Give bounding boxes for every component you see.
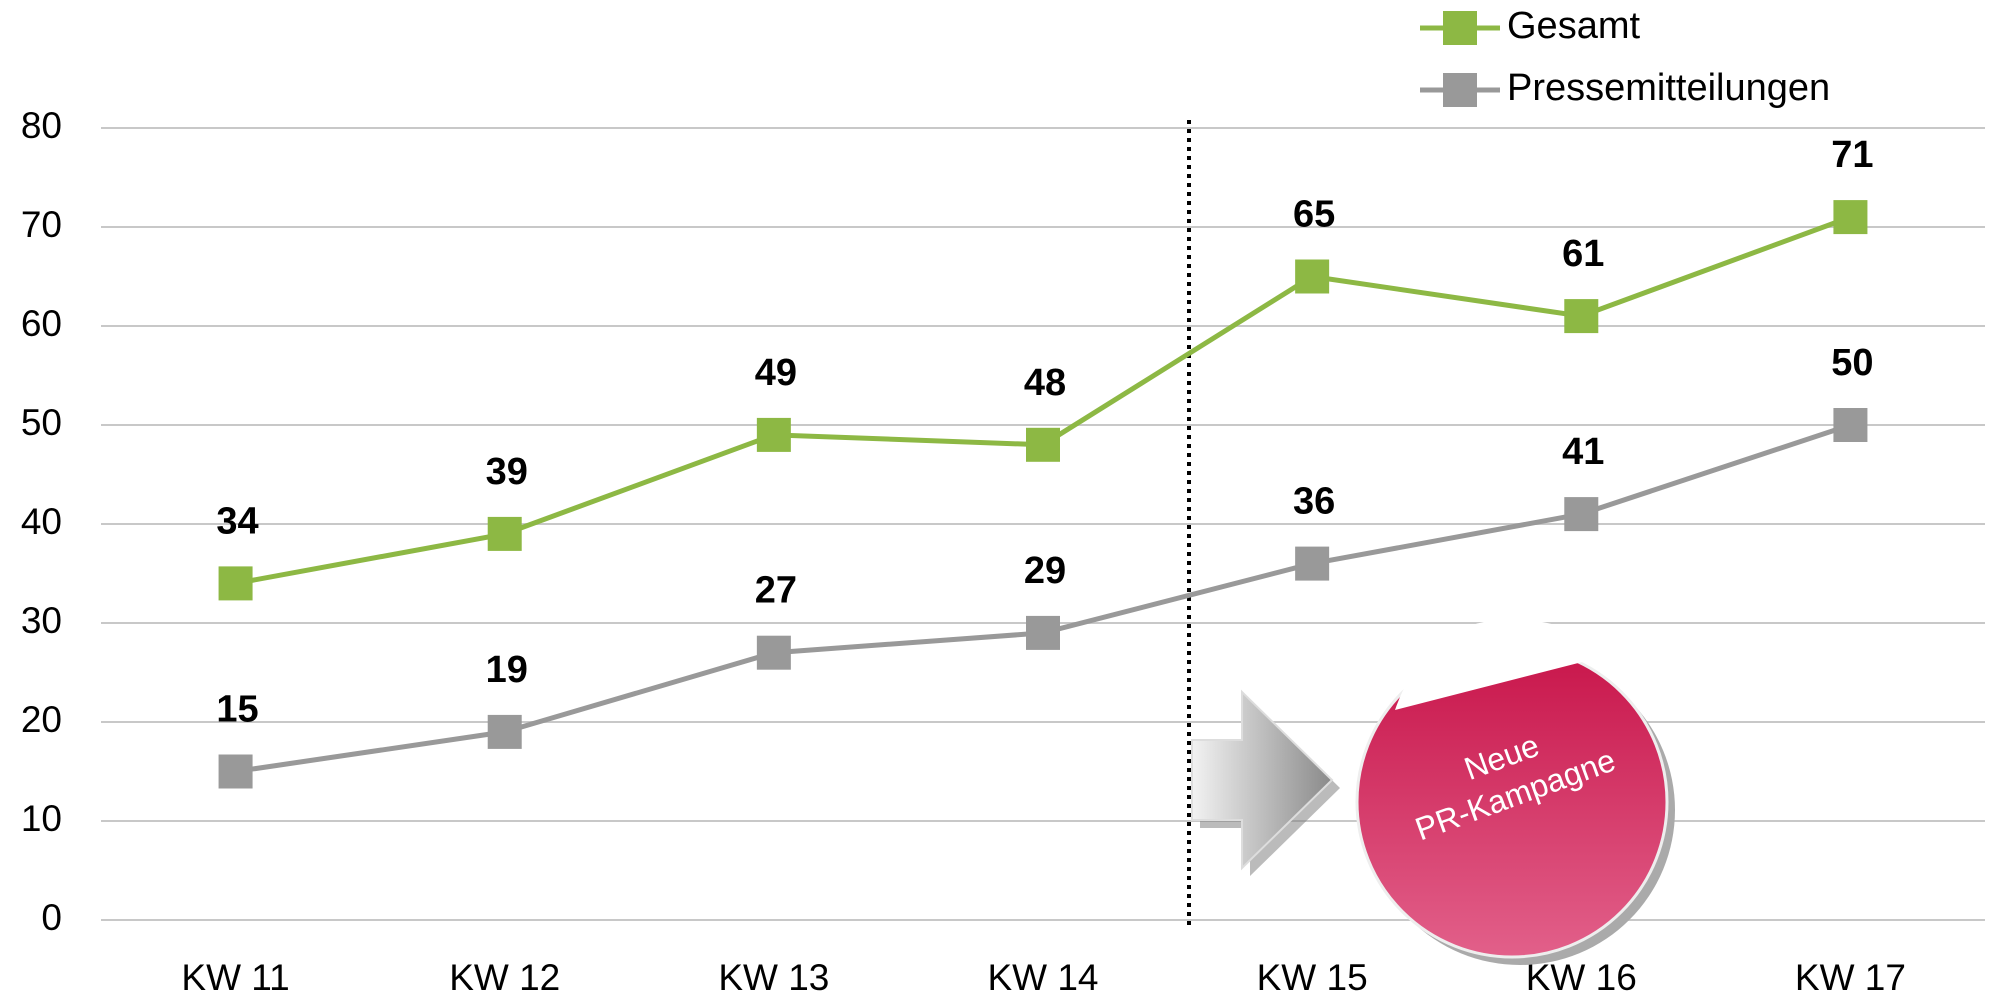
value-label: 48 bbox=[1024, 362, 1066, 404]
marker bbox=[1295, 547, 1329, 581]
marker bbox=[1833, 200, 1867, 234]
y-tick-label: 70 bbox=[21, 204, 62, 245]
value-label: 61 bbox=[1562, 233, 1604, 275]
value-label: 29 bbox=[1024, 550, 1066, 592]
value-label: 50 bbox=[1831, 342, 1873, 384]
value-label: 36 bbox=[1293, 481, 1335, 523]
marker bbox=[488, 517, 522, 551]
x-tick-label: KW 12 bbox=[449, 957, 560, 998]
marker bbox=[1833, 408, 1867, 442]
value-label: 34 bbox=[216, 500, 258, 542]
y-tick-label: 30 bbox=[21, 600, 62, 641]
legend-label: Gesamt bbox=[1507, 5, 1640, 47]
value-label: 15 bbox=[216, 689, 258, 731]
chart: 0 10 20 30 40 50 60 70 80 KW 11 KW 12 KW 13 KW 14 KW … bbox=[0, 0, 1989, 1001]
value-label: 39 bbox=[486, 451, 528, 493]
y-tick-label: 50 bbox=[21, 402, 62, 443]
value-label: 41 bbox=[1562, 431, 1604, 473]
value-label: 65 bbox=[1293, 194, 1335, 236]
marker bbox=[757, 418, 791, 452]
x-tick-label: KW 15 bbox=[1257, 957, 1368, 998]
y-tick-label: 40 bbox=[21, 501, 62, 542]
x-tick-label: KW 17 bbox=[1795, 957, 1906, 998]
marker bbox=[219, 755, 253, 789]
value-label: 19 bbox=[486, 649, 528, 691]
legend-marker bbox=[1443, 73, 1477, 107]
marker bbox=[1564, 497, 1598, 531]
marker bbox=[1564, 299, 1598, 333]
legend-marker bbox=[1443, 11, 1477, 45]
x-tick-label: KW 14 bbox=[987, 957, 1098, 998]
marker bbox=[1295, 260, 1329, 294]
value-label: 71 bbox=[1831, 134, 1873, 176]
value-label: 49 bbox=[755, 352, 797, 394]
series-layer: 34 39 49 48 65 61 71 Gesamt 15 19 27 29 36 41 50 Presse… bbox=[216, 5, 1873, 788]
annotation: Neue PR-Kampagne bbox=[1192, 619, 1675, 965]
y-tick-label: 80 bbox=[21, 105, 62, 146]
marker bbox=[488, 715, 522, 749]
x-tick-label: KW 13 bbox=[718, 957, 829, 998]
y-tick-label: 10 bbox=[21, 798, 62, 839]
y-tick-label: 20 bbox=[21, 699, 62, 740]
value-label: 27 bbox=[755, 570, 797, 612]
x-tick-label: KW 11 bbox=[181, 957, 289, 998]
marker bbox=[1026, 428, 1060, 462]
marker bbox=[219, 566, 253, 600]
marker bbox=[1026, 616, 1060, 650]
y-tick-label: 0 bbox=[41, 897, 62, 938]
marker bbox=[757, 636, 791, 670]
y-tick-label: 60 bbox=[21, 303, 62, 344]
legend-label: Pressemitteilungen bbox=[1507, 67, 1830, 109]
